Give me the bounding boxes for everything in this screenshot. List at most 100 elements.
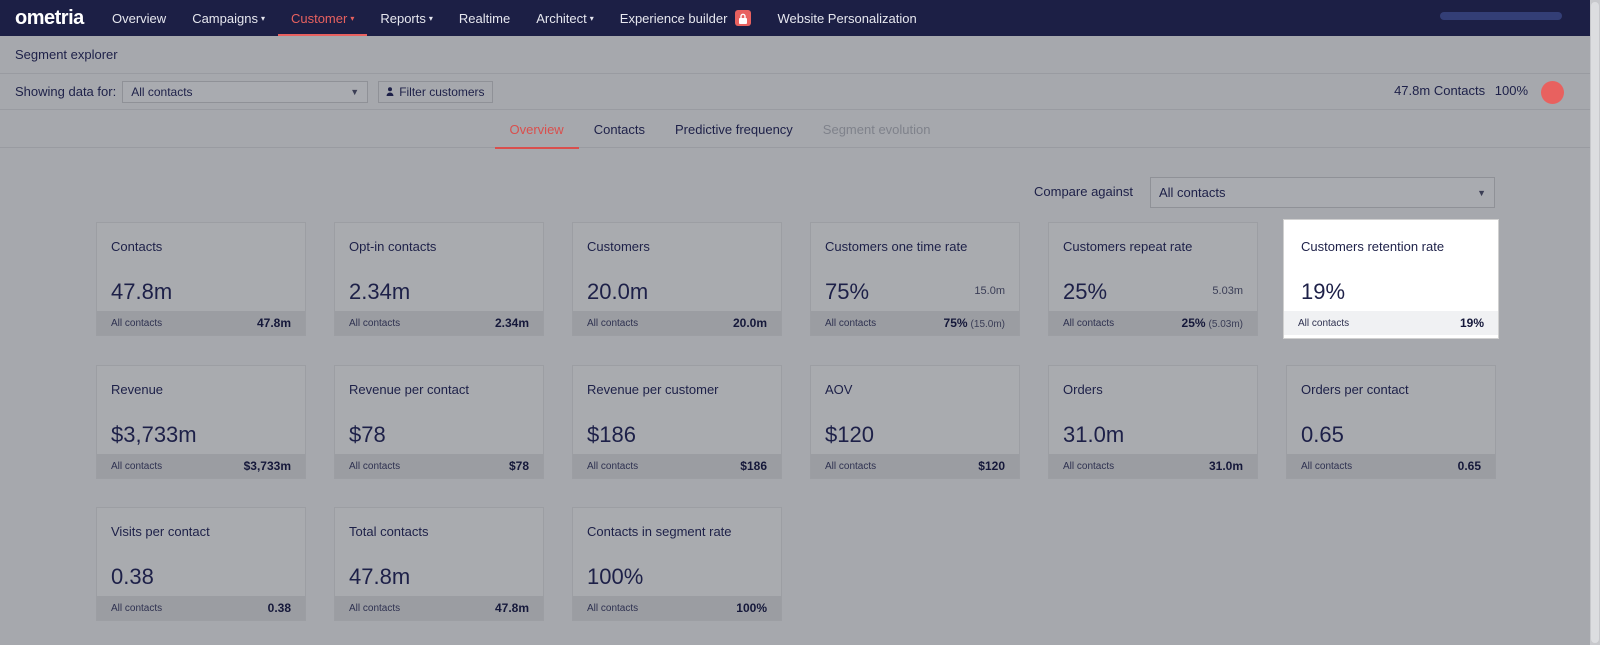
scrollbar-thumb[interactable]	[1591, 2, 1599, 643]
card-footer: All contacts $3,733m	[97, 454, 305, 478]
page-scrollbar[interactable]	[1590, 0, 1600, 645]
card-footer-value: $120	[978, 459, 1005, 473]
nav-customer[interactable]: Customer ▾	[277, 0, 368, 36]
metric-card-opt-in-contacts[interactable]: Opt-in contacts 2.34m All contacts 2.34m	[334, 222, 544, 336]
card-footer-label: All contacts	[349, 460, 401, 472]
card-footer-label: All contacts	[1301, 460, 1353, 472]
showing-data-label: Showing data for:	[15, 84, 117, 99]
metric-card-orders-per-contact[interactable]: Orders per contact 0.65 All contacts 0.65	[1286, 365, 1496, 479]
card-title: Contacts in segment rate	[587, 524, 732, 539]
nav-experience-builder-label: Experience builder	[619, 10, 728, 26]
card-footer-label: All contacts	[349, 317, 401, 329]
card-footer-value: 25%	[1181, 316, 1206, 330]
chevron-down-icon: ▾	[428, 13, 433, 23]
card-footer-label: All contacts	[349, 602, 401, 614]
card-footer-value: $3,733m	[243, 459, 291, 473]
card-value: $186	[587, 422, 636, 447]
user-account-menu[interactable]	[1440, 12, 1562, 20]
chevron-down-icon: ▼	[1477, 187, 1486, 198]
nav-overview[interactable]: Overview	[99, 0, 179, 36]
avatar[interactable]	[1541, 81, 1564, 104]
lock-icon	[735, 10, 752, 26]
card-value: 20.0m	[587, 279, 649, 304]
filter-bar: Showing data for: All contacts ▼ Filter …	[0, 74, 1590, 110]
card-title: Orders	[1063, 382, 1103, 397]
card-title: Customers retention rate	[1301, 239, 1445, 254]
card-value: $78	[349, 422, 386, 447]
card-title: Customers	[587, 239, 650, 254]
metric-card-revenue-per-customer[interactable]: Revenue per customer $186 All contacts $1…	[572, 365, 782, 479]
card-title: Customers one time rate	[825, 239, 968, 254]
tab-bar: Overview Contacts Predictive frequency S…	[0, 110, 1590, 149]
card-footer: All contacts 100%	[573, 596, 781, 620]
metric-card-orders[interactable]: Orders 31.0m All contacts 31.0m	[1048, 365, 1258, 479]
card-footer: All contacts 47.8m	[335, 596, 543, 620]
card-footer-value: 20.0m	[732, 316, 767, 330]
card-title: AOV	[825, 382, 853, 397]
card-footer-label: All contacts	[825, 317, 877, 329]
nav-realtime[interactable]: Realtime	[446, 0, 523, 36]
card-footer: All contacts $186	[573, 454, 781, 478]
metric-card-aov[interactable]: AOV $120 All contacts $120	[810, 365, 1020, 479]
card-footer: All contacts 75% (15.0m)	[811, 311, 1019, 335]
user-icon	[386, 87, 394, 96]
nav-reports[interactable]: Reports ▾	[367, 0, 446, 36]
metric-card-customers[interactable]: Customers 20.0m All contacts 20.0m	[572, 222, 782, 336]
card-title: Contacts	[111, 239, 163, 254]
tab-overview[interactable]: Overview	[494, 110, 579, 149]
metric-card-customers-repeat-rate[interactable]: Customers repeat rate 25% 5.03m All cont…	[1048, 222, 1258, 336]
metric-card-revenue[interactable]: Revenue $3,733m All contacts $3,733m	[96, 365, 306, 479]
card-footer-value: 75%	[943, 316, 968, 330]
contacts-count: 47.8m Contacts	[1394, 83, 1486, 98]
metric-card-customers-one-time-rate[interactable]: Customers one time rate 75% 15.0m All co…	[810, 222, 1020, 336]
logo[interactable]: ometria	[15, 6, 84, 29]
metric-card-total-contacts[interactable]: Total contacts 47.8m All contacts 47.8m	[334, 507, 544, 621]
compare-against-value: All contacts	[1159, 185, 1226, 200]
nav-experience-builder[interactable]: Experience builder	[607, 0, 765, 36]
metric-card-contacts-in-segment-rate[interactable]: Contacts in segment rate 100% All contac…	[572, 507, 782, 621]
card-footer-label: All contacts	[111, 460, 163, 472]
tab-predictive-frequency[interactable]: Predictive frequency	[675, 121, 793, 137]
card-title: Opt-in contacts	[349, 239, 437, 254]
card-title: Revenue per customer	[587, 382, 719, 397]
card-title: Total contacts	[349, 524, 429, 539]
nav-architect-label: Architect	[536, 10, 587, 26]
metric-card-contacts[interactable]: Contacts 47.8m All contacts 47.8m	[96, 222, 306, 336]
contacts-percent: 100%	[1494, 83, 1528, 98]
card-footer-value: 47.8m	[256, 316, 291, 330]
metric-card-customers-retention-rate[interactable]: Customers retention rate 19% All contact…	[1284, 220, 1498, 338]
card-side-value: 15.0m	[974, 285, 1005, 297]
card-footer-label: All contacts	[1063, 460, 1115, 472]
segment-select-value: All contacts	[131, 84, 193, 99]
card-value: 2.34m	[349, 279, 411, 304]
chevron-down-icon: ▾	[589, 13, 594, 23]
top-nav: ometria Overview Campaigns ▾ Customer ▾ Re…	[0, 0, 1590, 36]
nav-realtime-label: Realtime	[458, 10, 511, 26]
card-value: 75%	[825, 279, 870, 304]
card-footer: All contacts 0.38	[97, 596, 305, 620]
card-value: 100%	[587, 564, 644, 589]
card-footer-label: All contacts	[111, 317, 163, 329]
card-footer: All contacts 25% (5.03m)	[1049, 311, 1257, 335]
nav-website-personalization[interactable]: Website Personalization	[764, 0, 929, 36]
card-footer-value: 0.38	[267, 601, 291, 615]
tab-contacts[interactable]: Contacts	[593, 121, 646, 137]
metric-card-revenue-per-contact[interactable]: Revenue per contact $78 All contacts $78	[334, 365, 544, 479]
card-value: $120	[825, 422, 874, 447]
card-footer-value: 19%	[1459, 316, 1484, 330]
nav-reports-label: Reports	[380, 10, 426, 26]
card-footer-label: All contacts	[825, 460, 877, 472]
filter-customers-button[interactable]: Filter customers	[378, 80, 493, 103]
card-footer-value: 31.0m	[1208, 459, 1243, 473]
compare-against-select[interactable]: All contacts ▼	[1150, 177, 1495, 208]
chevron-down-icon: ▼	[350, 86, 360, 97]
nav-campaigns-label: Campaigns	[192, 10, 258, 26]
metric-card-visits-per-contact[interactable]: Visits per contact 0.38 All contacts 0.38	[96, 507, 306, 621]
card-footer-subvalue: (5.03m)	[1208, 319, 1243, 330]
segment-select[interactable]: All contacts ▼	[122, 80, 369, 103]
card-footer-label: All contacts	[587, 317, 639, 329]
card-footer-value: $186	[740, 459, 767, 473]
nav-campaigns[interactable]: Campaigns ▾	[179, 0, 278, 36]
chevron-down-icon: ▾	[260, 13, 265, 23]
nav-architect[interactable]: Architect ▾	[523, 0, 607, 36]
